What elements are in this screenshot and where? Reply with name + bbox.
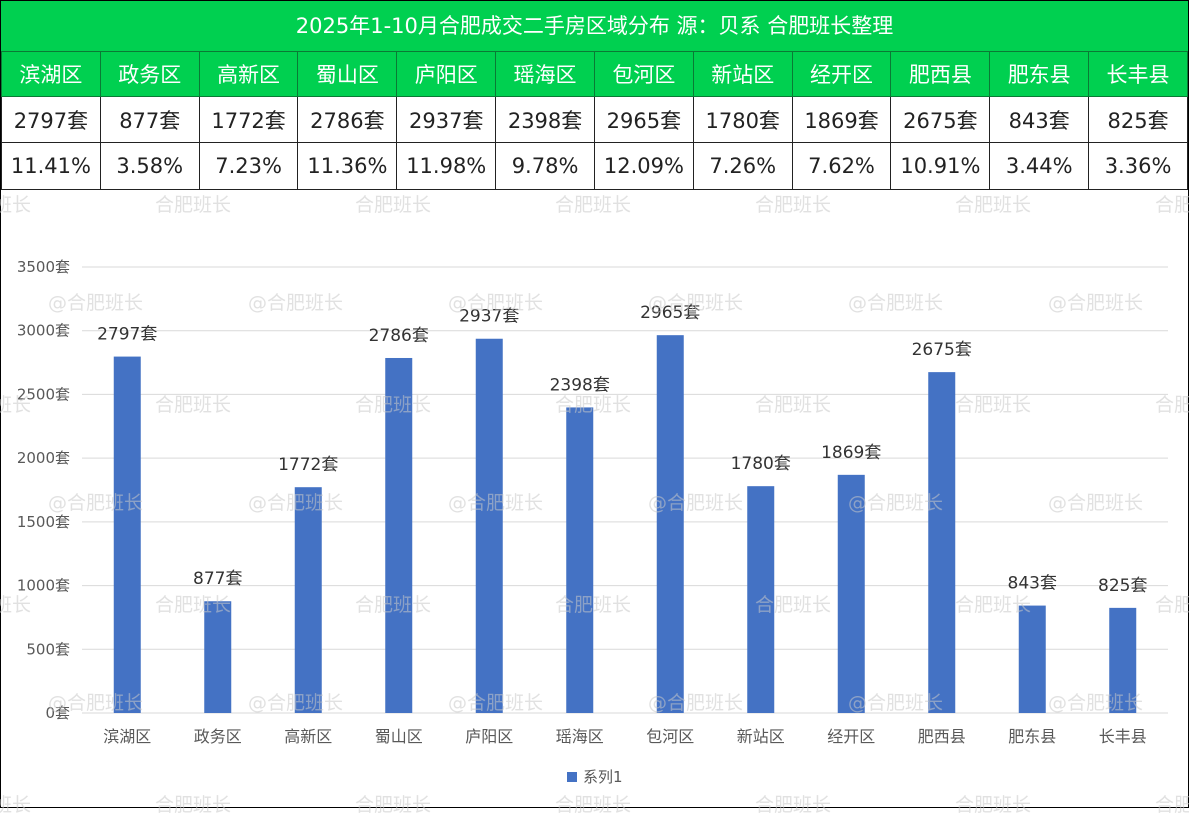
percent-cell: 11.41%	[1, 142, 101, 190]
y-tick-label: 1000套	[17, 577, 70, 595]
x-tick-label: 瑶海区	[556, 727, 604, 746]
x-tick-label: 包河区	[646, 727, 694, 746]
percent-row: 11.41% 3.58% 7.23% 11.36% 11.98% 9.78% 1…	[1, 142, 1188, 190]
percent-cell: 12.09%	[593, 142, 694, 190]
bar	[747, 486, 775, 713]
percent-cell: 7.26%	[692, 142, 793, 190]
x-tick-label: 蜀山区	[375, 727, 423, 746]
count-cell: 2786套	[297, 96, 398, 143]
district-header-cell: 经开区	[791, 51, 892, 97]
bar	[385, 357, 413, 713]
bar	[1109, 607, 1137, 713]
page-title: 2025年1-10月合肥成交二手房区域分布 源：贝系 合肥班长整理	[1, 1, 1188, 51]
count-row: 2797套 877套 1772套 2786套 2937套 2398套 2965套…	[1, 96, 1188, 143]
bar	[566, 407, 594, 713]
percent-cell: 10.91%	[890, 142, 991, 190]
count-cell: 2937套	[396, 96, 497, 143]
bar-chart: 0套 500套 1000套 1500套 2000套 2500套 3000套 3500套 2797…	[17, 258, 1168, 786]
legend-label: 系列1	[583, 768, 623, 786]
x-tick-label: 长丰县	[1099, 727, 1147, 746]
data-label: 877套	[193, 569, 242, 589]
bar	[928, 372, 956, 713]
bar	[204, 601, 232, 713]
y-tick-label: 2000套	[17, 449, 70, 467]
count-cell: 2965套	[593, 96, 694, 143]
data-label: 2797套	[97, 325, 157, 345]
district-header-cell: 政务区	[99, 51, 200, 97]
y-tick-label: 500套	[26, 640, 70, 658]
district-header-cell: 瑶海区	[495, 51, 595, 97]
district-header-cell: 肥东县	[989, 51, 1090, 97]
count-cell: 1869套	[791, 96, 892, 143]
stats-table: 滨湖区 政务区 高新区 蜀山区 庐阳区 瑶海区 包河区 新站区 经开区 肥西县 …	[1, 51, 1188, 190]
bar	[113, 356, 141, 713]
district-header-cell: 蜀山区	[297, 51, 398, 97]
count-cell: 843套	[989, 96, 1090, 143]
x-tick-label: 政务区	[194, 727, 242, 746]
count-cell: 877套	[99, 96, 200, 143]
legend-swatch	[567, 772, 577, 782]
x-tick-label: 庐阳区	[465, 727, 513, 746]
district-header-cell: 高新区	[198, 51, 299, 97]
percent-cell: 7.23%	[198, 142, 299, 190]
x-tick-label: 高新区	[284, 727, 332, 746]
count-cell: 2797套	[1, 96, 101, 143]
percent-cell: 9.78%	[495, 142, 595, 190]
percent-cell: 3.58%	[99, 142, 200, 190]
district-header-cell: 庐阳区	[396, 51, 497, 97]
count-cell: 825套	[1088, 96, 1188, 143]
data-label: 2937套	[459, 307, 519, 327]
data-label: 843套	[1008, 574, 1057, 594]
district-header-cell: 肥西县	[890, 51, 991, 97]
percent-cell: 3.44%	[989, 142, 1090, 190]
bar	[837, 474, 865, 713]
data-label: 1780套	[731, 454, 791, 474]
count-cell: 1780套	[692, 96, 793, 143]
data-label: 2786套	[369, 326, 429, 346]
bar	[294, 487, 322, 713]
data-label: 2675套	[912, 340, 972, 360]
district-header-cell: 新站区	[692, 51, 793, 97]
y-tick-label: 3000套	[17, 322, 70, 340]
y-tick-label: 3500套	[17, 258, 70, 276]
x-tick-label: 肥东县	[1008, 727, 1056, 746]
data-label: 2965套	[640, 303, 700, 323]
percent-cell: 11.98%	[396, 142, 497, 190]
bar	[475, 338, 503, 713]
y-tick-label: 0套	[45, 704, 70, 722]
data-label: 825套	[1098, 576, 1147, 596]
district-header-cell: 滨湖区	[1, 51, 101, 97]
count-cell: 2398套	[495, 96, 595, 143]
bar	[656, 335, 684, 713]
data-label: 2398套	[550, 375, 610, 395]
percent-cell: 11.36%	[297, 142, 398, 190]
percent-cell: 7.62%	[791, 142, 892, 190]
y-tick-label: 1500套	[17, 513, 70, 531]
count-cell: 2675套	[890, 96, 991, 143]
bar	[1018, 605, 1046, 713]
data-label: 1869套	[821, 443, 881, 463]
count-cell: 1772套	[198, 96, 299, 143]
data-label: 1772套	[278, 455, 338, 475]
district-header-cell: 长丰县	[1088, 51, 1188, 97]
x-tick-label: 肥西县	[918, 727, 966, 746]
x-tick-label: 新站区	[737, 727, 785, 746]
percent-cell: 3.36%	[1088, 142, 1188, 190]
x-tick-label: 经开区	[827, 727, 875, 746]
y-tick-label: 2500套	[17, 385, 70, 403]
x-tick-label: 滨湖区	[103, 727, 151, 746]
district-header-cell: 包河区	[593, 51, 694, 97]
district-header-row: 滨湖区 政务区 高新区 蜀山区 庐阳区 瑶海区 包河区 新站区 经开区 肥西县 …	[1, 51, 1188, 97]
